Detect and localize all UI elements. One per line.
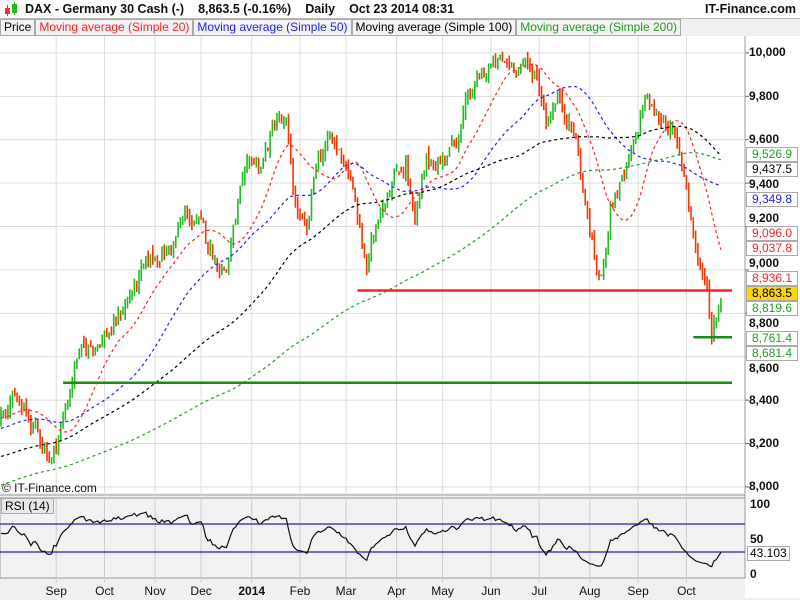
y-tick-label: 9,000 [749, 256, 780, 271]
ma-value-label: 8,819.6 [746, 301, 798, 317]
y-tick-label: 9,800 [749, 88, 780, 103]
y-tick-label: 8,600 [749, 361, 780, 376]
legend-price[interactable]: Price [0, 19, 36, 36]
rsi-tick-label: 100 [750, 497, 770, 511]
main-plot-area [0, 36, 745, 493]
x-tick-label: Dec [190, 584, 211, 598]
y-tick-label: 8,000 [749, 479, 780, 494]
legend-ma200[interactable]: Moving average (Simple 200) [516, 19, 681, 36]
ma-value-label: 8,936.1 [746, 271, 798, 287]
ma-line-50 [0, 85, 722, 430]
ma-value-label: 9,526.9 [746, 146, 798, 162]
x-tick-label: Mar [336, 584, 357, 598]
legend-ma50[interactable]: Moving average (Simple 50) [193, 19, 352, 36]
ma-value-label: 9,437.5 [746, 161, 798, 177]
quote: 8,863.5 (-0.16%) [198, 2, 292, 16]
rsi-tick-label: 50 [750, 532, 764, 546]
symbol-name: DAX - Germany 30 Cash (-) [25, 2, 185, 16]
interval: Daily [305, 2, 336, 16]
rsi-line [0, 511, 722, 568]
price-axis-area [745, 36, 800, 598]
y-tick-label: 8,800 [749, 316, 780, 331]
copyright: © IT-Finance.com [2, 481, 97, 495]
ma-value-label: 8,761.4 [746, 331, 798, 347]
x-tick-label: May [431, 584, 454, 598]
candlestick-icon [3, 2, 19, 16]
ma-value-label: 9,037.8 [746, 241, 798, 257]
ma-value-label: 9,096.0 [746, 226, 798, 242]
ma-line-20 [0, 63, 722, 433]
x-tick-label: Sep [46, 584, 68, 598]
y-tick-label: 10,000 [749, 45, 786, 60]
price-bars [0, 51, 722, 465]
x-tick-label: Oct [677, 584, 696, 598]
x-tick-label: Jun [481, 584, 500, 598]
y-tick-label: 8,200 [749, 436, 780, 451]
x-tick-label: Apr [387, 584, 406, 598]
y-tick-label: 8,400 [749, 392, 780, 407]
legend: Price Moving average (Simple 20) Moving … [0, 19, 681, 36]
x-tick-label: Jul [532, 584, 547, 598]
y-tick-label: 9,200 [749, 211, 780, 226]
y-tick-label: 9,600 [749, 131, 780, 146]
brand: IT-Finance.com [705, 2, 796, 16]
x-tick-label: Oct [95, 584, 114, 598]
x-tick-label: Feb [290, 584, 311, 598]
x-tick-label: Nov [144, 584, 165, 598]
title-bar: DAX - Germany 30 Cash (-) 8,863.5 (-0.16… [0, 0, 800, 19]
ma-value-label: 9,349.8 [746, 191, 798, 207]
rsi-tick-label: 0 [750, 567, 757, 581]
rsi-value-label: 43.103 [747, 546, 790, 561]
datetime: Oct 23 2014 08:31 [349, 2, 455, 16]
legend-ma20[interactable]: Moving average (Simple 20) [35, 19, 194, 36]
x-tick-label: 2014 [238, 584, 265, 598]
rsi-plot-area [0, 497, 746, 579]
x-tick-label: Aug [579, 584, 600, 598]
ma-line-200 [0, 152, 722, 486]
legend-ma100[interactable]: Moving average (Simple 100) [351, 19, 517, 36]
ma-value-label: 8,681.4 [746, 346, 798, 362]
rsi-title[interactable]: RSI (14) [1, 498, 54, 514]
current-price-label: 8,863.5 [746, 286, 798, 302]
x-tick-label: Sep [627, 584, 649, 598]
y-tick-label: 9,400 [749, 176, 780, 191]
